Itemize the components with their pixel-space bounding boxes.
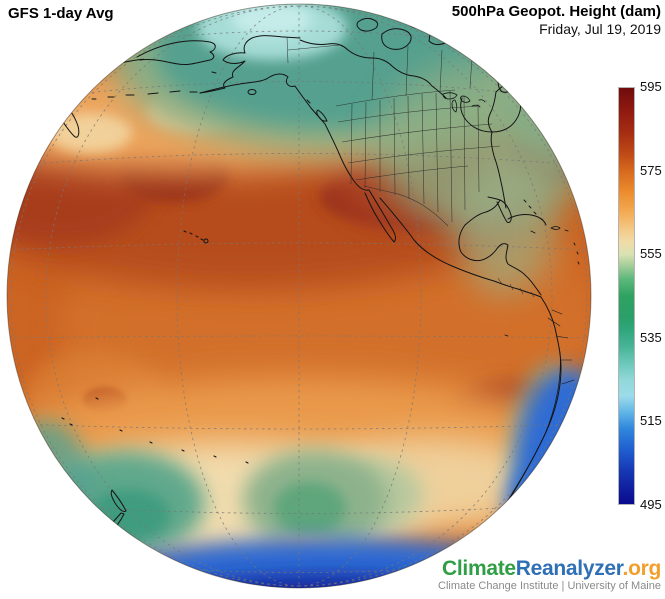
institute-label: Climate Change Institute | University of… — [438, 580, 661, 592]
model-label: GFS 1-day Avg — [8, 5, 114, 22]
graticule-lines — [7, 5, 591, 587]
logo-reanalyzer-text: Reanalyzer — [515, 557, 623, 580]
globe-limb — [6, 3, 592, 589]
logo-climate-text: Climate — [442, 557, 516, 580]
colorbar-tick-515: 515 — [640, 413, 662, 428]
site-logo[interactable]: ClimateReanalyzer.org — [442, 557, 661, 581]
colorbar-tick-595: 595 — [640, 79, 662, 94]
logo-org-text: .org — [622, 557, 662, 580]
colorbar-tick-555: 555 — [640, 246, 662, 261]
state-borders — [286, 36, 535, 298]
date-label: Friday, Jul 19, 2019 — [539, 21, 661, 37]
colorbar-gradient — [618, 87, 635, 505]
colorbar-tick-535: 535 — [640, 330, 662, 345]
variable-label: 500hPa Geopot. Height (dam) — [451, 3, 661, 20]
colorbar-tick-495: 495 — [640, 497, 662, 512]
colorbar-tick-575: 575 — [640, 163, 662, 178]
